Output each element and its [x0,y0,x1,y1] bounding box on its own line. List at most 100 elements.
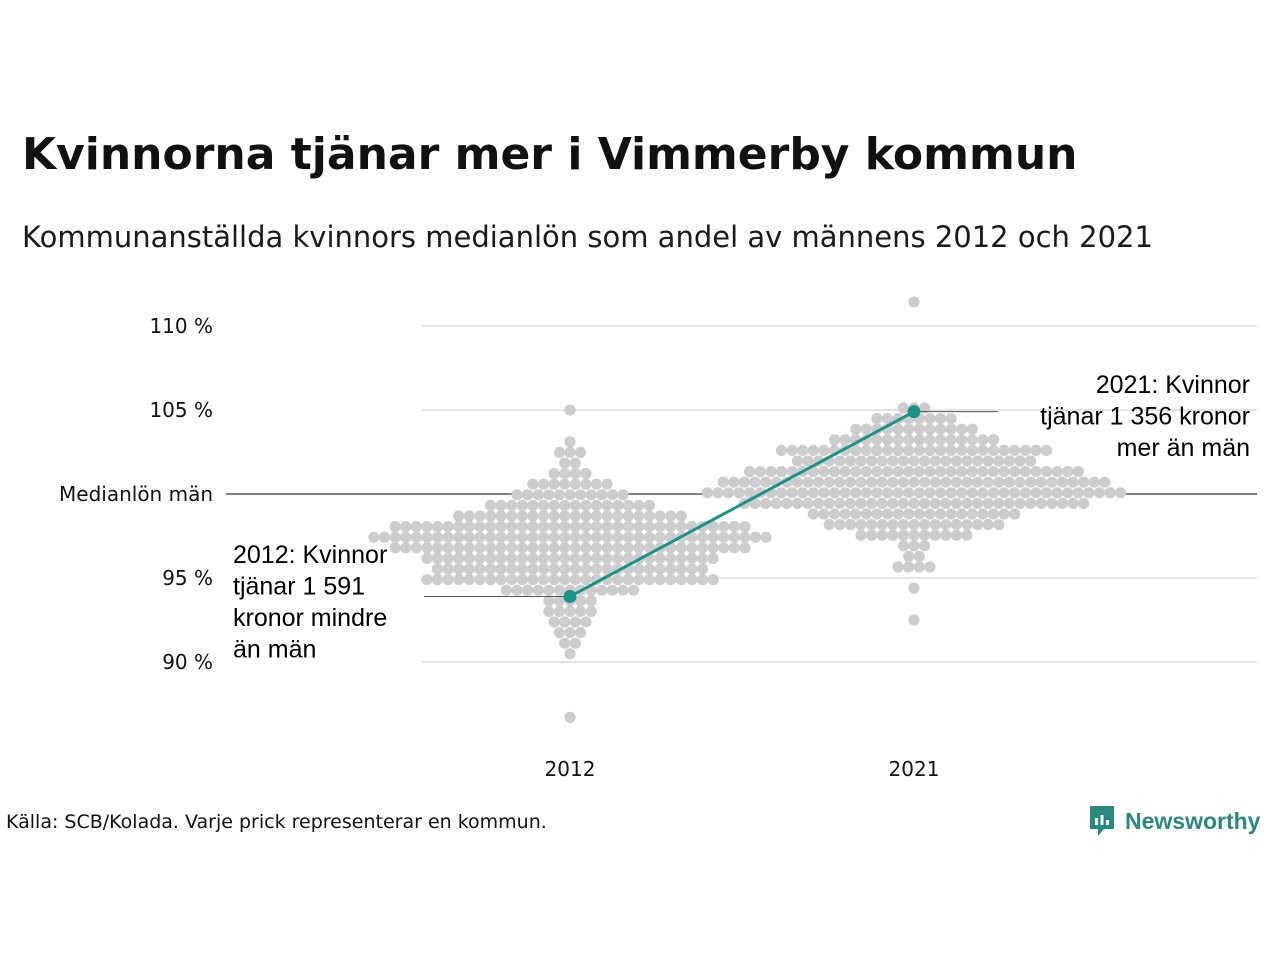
municipality-dot-2012 [516,542,528,554]
municipality-dot-2021 [1051,466,1063,478]
municipality-dot-2021 [866,519,878,531]
municipality-dot-2021 [950,519,963,531]
municipality-dot-2021 [908,614,920,626]
municipality-dot-2012 [569,468,581,480]
municipality-dot-2021 [839,508,851,520]
municipality-dot-2012 [612,510,624,522]
municipality-dot-2021 [813,476,825,488]
municipality-dot-2021 [775,487,788,499]
municipality-dot-2012 [516,563,528,575]
municipality-dot-2021 [966,444,978,456]
municipality-dot-2021 [1067,497,1079,509]
municipality-dot-2012 [559,563,571,575]
municipality-dot-2021 [850,466,862,478]
municipality-dot-2021 [982,497,994,509]
municipality-dot-2012 [495,563,507,575]
municipality-dot-2012 [474,521,486,533]
municipality-dot-2021 [919,455,931,467]
highlight-point-2012 [563,589,577,603]
municipality-dot-2012 [559,499,571,511]
municipality-dot-2012 [532,489,544,501]
municipality-dot-2021 [1088,476,1100,488]
municipality-dot-2012 [463,552,475,565]
municipality-dot-2012 [484,521,497,533]
municipality-dot-2021 [908,497,920,509]
municipality-dot-2012 [410,521,422,533]
municipality-dot-2012 [707,542,719,554]
newsworthy-logo-icon [1090,806,1114,836]
municipality-dot-2021 [897,402,910,414]
municipality-dot-2021 [966,434,978,446]
municipality-dot-2012 [463,531,475,543]
municipality-dot-2012 [622,521,634,533]
municipality-dot-2012 [665,563,677,575]
municipality-dot-2021 [786,487,798,499]
municipality-dot-2021 [945,413,957,425]
municipality-dot-2012 [559,510,571,522]
municipality-dot-2021 [807,487,819,499]
municipality-dot-2012 [580,563,592,575]
municipality-dot-2021 [834,476,846,488]
municipality-dot-2012 [389,521,401,533]
municipality-dot-2021 [802,476,814,488]
municipality-dot-2021 [903,423,915,435]
municipality-dot-2012 [516,521,528,533]
municipality-dot-2012 [453,552,465,565]
municipality-dot-2021 [1056,497,1068,509]
municipality-dot-2012 [739,521,751,533]
municipality-dot-2021 [1035,476,1047,488]
municipality-dot-2021 [1078,497,1090,509]
municipality-dot-2021 [1019,444,1031,456]
municipality-dot-2021 [913,444,925,456]
municipality-dot-2012 [527,521,539,533]
municipality-dot-2012 [506,510,518,522]
municipality-dot-2021 [892,423,904,435]
municipality-dot-2021 [977,466,989,478]
municipality-dot-2021 [913,550,925,563]
municipality-dot-2012 [495,521,507,533]
municipality-dot-2021 [1003,455,1016,467]
municipality-dot-2012 [421,531,433,543]
municipality-dot-2012 [389,542,401,554]
municipality-dot-2021 [945,434,957,446]
municipality-dot-2012 [516,499,528,511]
municipality-dot-2012 [569,510,581,522]
municipality-dot-2012 [431,542,444,554]
municipality-dot-2012 [675,552,687,565]
municipality-dot-2021 [876,497,888,509]
municipality-dot-2021 [860,466,872,478]
municipality-dot-2012 [633,531,645,543]
reference-line-label: Medianlön män [59,482,213,506]
municipality-dot-2021 [797,487,809,499]
municipality-dot-2021 [924,423,936,435]
municipality-dot-2012 [580,468,592,480]
municipality-dot-2021 [961,476,973,488]
municipality-dot-2021 [807,444,819,456]
municipality-dot-2021 [945,444,957,456]
municipality-dot-2021 [881,508,894,520]
municipality-dot-2012 [527,499,539,511]
municipality-dot-2021 [929,529,941,541]
municipality-dot-2012 [686,531,698,543]
municipality-dot-2012 [495,552,507,565]
municipality-dot-2012 [728,521,740,533]
municipality-dot-2012 [506,563,518,575]
annotation-2021: 2021: Kvinnor tjänar 1 356 kronor mer än m… [1040,371,1250,462]
municipality-dot-2021 [956,487,968,499]
municipality-dot-2012 [739,531,751,543]
municipality-dot-2012 [633,574,645,586]
municipality-dot-2021 [892,487,904,499]
municipality-dot-2012 [543,595,555,607]
municipality-dot-2012 [601,521,613,533]
municipality-dot-2012 [559,542,571,554]
municipality-dot-2012 [675,542,687,554]
municipality-dot-2012 [580,552,592,565]
municipality-dot-2021 [913,423,925,435]
municipality-dot-2012 [580,499,592,511]
municipality-dot-2012 [442,563,454,575]
municipality-dot-2021 [775,466,788,478]
annotation-2012-line: än män [233,636,316,664]
highlight-series-line [569,410,915,598]
municipality-dot-2021 [977,434,989,446]
municipality-dot-2012 [484,552,497,565]
